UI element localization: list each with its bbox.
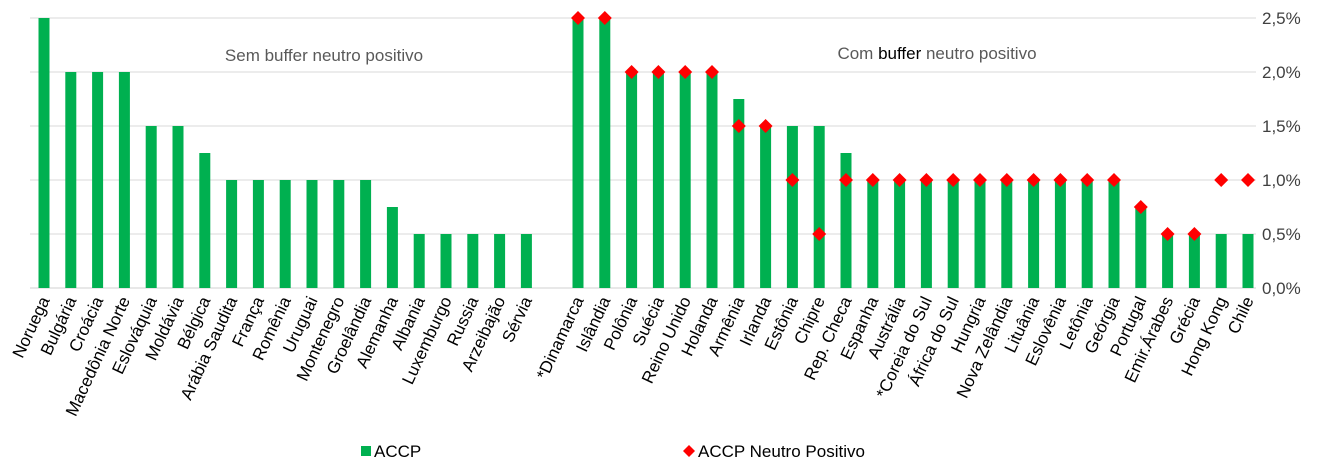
bar-accp [1242, 234, 1254, 288]
bar-accp [386, 207, 398, 288]
bar-accp [65, 72, 77, 288]
bar-accp [413, 234, 425, 288]
legend-label-accp: ACCP [374, 442, 421, 461]
bar-accp [494, 234, 506, 288]
bar-accp [467, 234, 479, 288]
bar-accp [626, 72, 638, 288]
marker-accp-neutro-positivo [1053, 173, 1068, 187]
bar-accp [279, 180, 291, 288]
bar-accp [760, 126, 772, 288]
marker-accp-neutro-positivo [1133, 200, 1148, 214]
annotation-part: neutro positivo [921, 44, 1036, 63]
bar-accp [118, 72, 130, 288]
bar-accp [1188, 234, 1200, 288]
marker-accp-neutro-positivo [597, 11, 612, 25]
marker-accp-neutro-positivo [651, 65, 666, 79]
bar-accp [1162, 234, 1174, 288]
annotation-sem-buffer: Sem buffer neutro positivo [225, 46, 423, 65]
marker-accp-neutro-positivo [839, 173, 853, 187]
annotation-part: Com [837, 44, 878, 63]
bar-accp [947, 180, 959, 288]
marker-accp-neutro-positivo [705, 65, 719, 79]
bar-accp [520, 234, 532, 288]
bar-accp [1028, 180, 1040, 288]
y-tick-label: 2,5% [1262, 9, 1301, 28]
marker-accp-neutro-positivo [624, 65, 639, 79]
bar-accp [894, 180, 906, 288]
marker-accp-neutro-positivo [785, 173, 800, 187]
bar-accp [733, 99, 745, 288]
marker-accp-neutro-positivo [1026, 173, 1041, 187]
bar-accp [652, 72, 664, 288]
marker-accp-neutro-positivo [919, 173, 934, 187]
marker-accp-neutro-positivo [1187, 227, 1202, 241]
bar-accp [974, 180, 986, 288]
bar-accp [226, 180, 238, 288]
bar-accp [306, 180, 318, 288]
marker-accp-neutro-positivo [571, 11, 585, 25]
marker-accp-neutro-positivo [1080, 173, 1095, 187]
bar-accp [679, 72, 691, 288]
bar-accp [1081, 180, 1093, 288]
bar-accp [920, 180, 932, 288]
bar-accp [360, 180, 372, 288]
bar-accp [199, 153, 211, 288]
annotation-buffer-word: buffer [878, 44, 922, 63]
bar-accp [145, 126, 157, 288]
bar-accp [1054, 180, 1066, 288]
bar-accp [1215, 234, 1227, 288]
y-tick-label: 1,5% [1262, 117, 1301, 136]
bar-accp [252, 180, 264, 288]
marker-accp-neutro-positivo [892, 173, 907, 187]
marker-accp-neutro-positivo [1241, 173, 1255, 187]
marker-accp-neutro-positivo [973, 173, 987, 187]
bar-accp [786, 126, 798, 288]
y-tick-label: 1,0% [1262, 171, 1301, 190]
bar-accp [1135, 207, 1147, 288]
marker-accp-neutro-positivo [1160, 227, 1175, 241]
marker-accp-neutro-positivo [812, 227, 827, 241]
marker-accp-neutro-positivo [946, 173, 961, 187]
bar-accp [172, 126, 184, 288]
marker-accp-neutro-positivo [1107, 173, 1121, 187]
bar-accp [706, 72, 718, 288]
y-tick-label: 0,5% [1262, 225, 1301, 244]
annotation-com-buffer: Com buffer neutro positivo [837, 44, 1036, 63]
y-tick-label: 0,0% [1262, 279, 1301, 298]
bar-accp [38, 18, 50, 288]
marker-accp-neutro-positivo [678, 65, 693, 79]
marker-accp-neutro-positivo [1214, 173, 1229, 187]
bar-accp [440, 234, 452, 288]
bar-accp [840, 153, 852, 288]
marker-accp-neutro-positivo [758, 119, 773, 133]
bar-accp [599, 18, 611, 288]
bar-accp [813, 126, 825, 288]
bar-accp [572, 18, 584, 288]
bar-accp [333, 180, 345, 288]
x-tick-label: Chile [1224, 294, 1258, 337]
bar-accp [92, 72, 104, 288]
bar-accp [1001, 180, 1013, 288]
y-tick-label: 2,0% [1262, 63, 1301, 82]
marker-accp-neutro-positivo [731, 119, 746, 133]
marker-accp-neutro-positivo [999, 173, 1014, 187]
bar-accp [1108, 180, 1120, 288]
legend-label-accp-neutro-positivo: ACCP Neutro Positivo [698, 442, 865, 461]
legend-swatch-accp [361, 446, 371, 456]
marker-accp-neutro-positivo [865, 173, 880, 187]
bar-accp [867, 180, 879, 288]
legend-marker-accp-neutro-positivo [683, 445, 695, 457]
